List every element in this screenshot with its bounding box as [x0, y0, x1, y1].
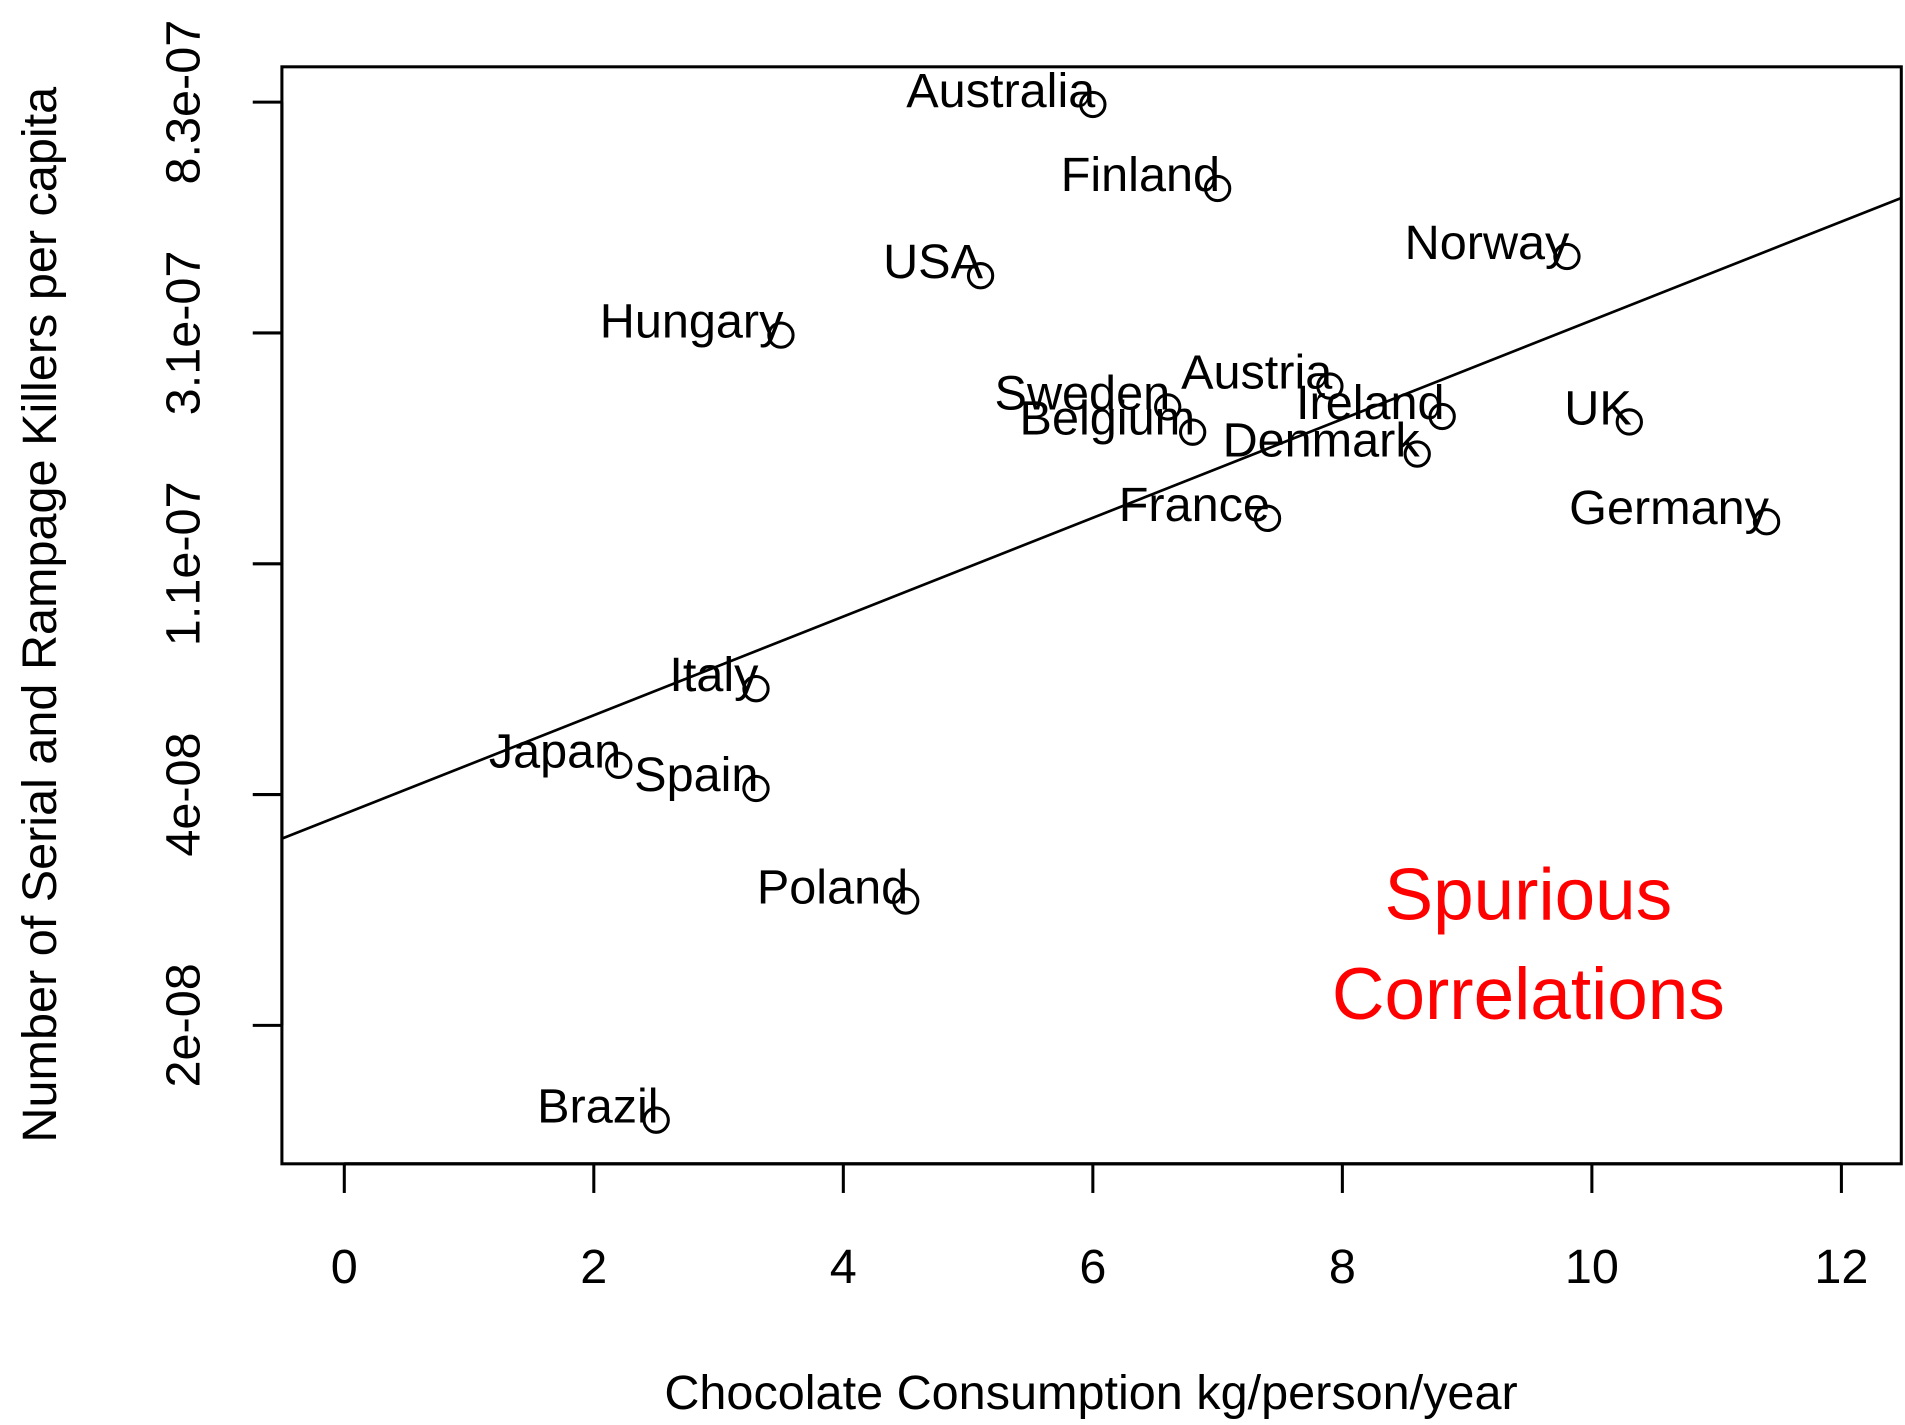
y-tick-label: 1.1e-07	[156, 481, 210, 646]
point	[605, 751, 633, 779]
point-label: UK	[1564, 381, 1631, 435]
x-tick-label: 8	[1329, 1240, 1356, 1294]
point-label: Hungary	[600, 295, 784, 349]
point	[1079, 90, 1107, 119]
point-label: Brazil	[537, 1080, 658, 1134]
y-tick-label: 3.1e-07	[156, 251, 210, 416]
point	[892, 887, 920, 915]
y-tick-label: 2e-08	[156, 963, 210, 1087]
x-tick-label: 0	[331, 1240, 358, 1294]
y-axis-title: Number of Serial and Rampage Killers per…	[13, 86, 67, 1143]
x-tick-label: 12	[1814, 1240, 1868, 1294]
point	[1253, 504, 1282, 533]
point	[642, 1106, 670, 1134]
point	[1178, 418, 1207, 446]
trend-line	[281, 196, 1902, 840]
point	[966, 262, 995, 290]
point-label: Australia	[906, 64, 1096, 118]
x-tick-label: 6	[1079, 1240, 1106, 1294]
point-label: Denmark	[1223, 413, 1421, 467]
point	[1752, 508, 1781, 536]
point-label: Poland	[757, 860, 908, 914]
point-label: Austria	[1181, 346, 1333, 400]
annotation: Spurious	[1385, 855, 1673, 936]
x-axis-title: Chocolate Consumption kg/person/year	[664, 1366, 1517, 1420]
x-tick-label: 4	[830, 1240, 857, 1294]
point-label: Norway	[1405, 216, 1570, 270]
point-label: Finland	[1061, 148, 1220, 202]
point-label: Sweden	[995, 366, 1171, 420]
point	[1615, 408, 1643, 436]
point-label: Italy	[669, 648, 759, 702]
y-tick-label: 8.3e-07	[156, 20, 210, 185]
point	[1316, 372, 1344, 400]
point-label: USA	[883, 235, 983, 289]
point-label: Belgium	[1020, 392, 1196, 446]
point	[1428, 402, 1456, 431]
point	[1553, 242, 1581, 271]
point	[1403, 440, 1431, 468]
point	[767, 321, 795, 349]
x-tick-label: 2	[580, 1240, 607, 1294]
point	[1154, 393, 1182, 421]
point	[742, 675, 770, 703]
point	[742, 774, 770, 803]
y-tick-label: 4e-08	[156, 732, 210, 856]
x-tick-label: 10	[1565, 1240, 1619, 1294]
point	[1203, 174, 1232, 203]
point-label: France	[1119, 478, 1270, 532]
point-label: Germany	[1569, 481, 1769, 535]
point-label: Spain	[634, 748, 758, 802]
point-label: Japan	[489, 725, 621, 779]
point-label: Ireland	[1296, 376, 1445, 430]
annotation: Correlations	[1332, 954, 1725, 1035]
